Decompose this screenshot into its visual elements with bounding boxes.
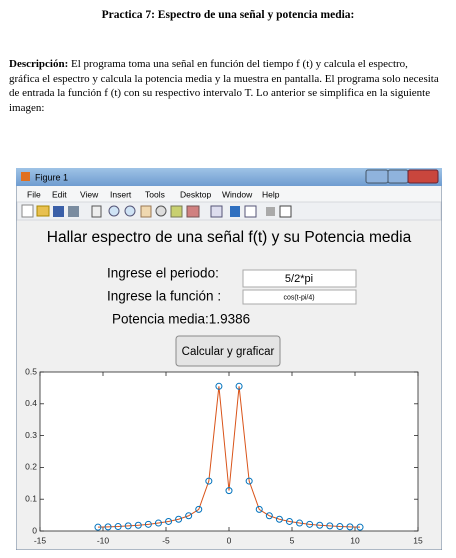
tool-icon[interactable]: [108, 205, 120, 217]
data-point: [336, 523, 344, 531]
tool-icon[interactable]: [266, 207, 275, 216]
data-point: [114, 523, 122, 531]
x-tick-label: -15: [34, 535, 47, 545]
menu-item[interactable]: Tools: [145, 189, 165, 199]
data-point: [326, 522, 334, 530]
x-tick-label: -5: [162, 535, 170, 545]
data-point: [255, 505, 263, 513]
data-point: [316, 521, 324, 529]
data-point: [104, 523, 112, 531]
menu-item[interactable]: Insert: [110, 189, 132, 199]
maximize-button[interactable]: [387, 169, 409, 184]
data-point: [356, 523, 364, 531]
y-tick-label: 0: [32, 525, 37, 535]
tool-icon[interactable]: [279, 205, 292, 218]
close-button[interactable]: [407, 169, 439, 184]
menu-bar: [17, 186, 441, 202]
data-point: [124, 522, 132, 530]
data-point: [235, 382, 243, 390]
data-point: [94, 523, 102, 531]
period-label: Ingrese el periodo:: [107, 266, 219, 281]
period-value: 5/2*pi: [285, 273, 313, 285]
x-tick-label: -10: [97, 535, 110, 545]
figure-window: Figure 1 Hallar espectro de una señal f(…: [16, 168, 442, 550]
window-title: Figure 1: [35, 172, 68, 182]
menu-item[interactable]: Edit: [52, 189, 67, 199]
window-icon: [21, 172, 30, 181]
menu-item[interactable]: View: [80, 189, 99, 199]
menu-item[interactable]: File: [27, 189, 41, 199]
button-label: Calcular y graficar: [182, 346, 275, 358]
data-point: [245, 477, 253, 485]
tool-icon[interactable]: [124, 205, 136, 217]
tool-icon[interactable]: [186, 205, 200, 218]
menu-item[interactable]: Desktop: [180, 189, 211, 199]
tool-icon[interactable]: [53, 206, 64, 217]
function-value: cos(t-pi/4): [283, 294, 314, 301]
y-tick-label: 0.2: [25, 462, 37, 472]
tool-icon[interactable]: [244, 205, 257, 218]
data-point: [154, 519, 162, 527]
data-point: [195, 505, 203, 513]
power-result: Potencia media:1.9386: [112, 312, 250, 327]
data-point: [175, 515, 183, 523]
menu-item[interactable]: Window: [222, 189, 253, 199]
title-bar: [16, 168, 442, 186]
minimize-button[interactable]: [365, 169, 389, 184]
description-label: Descripción:: [9, 58, 69, 70]
data-point: [215, 382, 223, 390]
data-point: [134, 521, 142, 529]
tool-icon[interactable]: [210, 205, 223, 218]
gui-title: Hallar espectro de una señal f(t) y su P…: [47, 229, 412, 246]
data-point: [225, 487, 233, 495]
y-tick-label: 0.3: [25, 430, 37, 440]
calculate-button[interactable]: [175, 335, 281, 367]
tool-icon[interactable]: [21, 204, 34, 218]
data-point: [275, 515, 283, 523]
plot-area: [39, 371, 419, 532]
period-input[interactable]: [242, 269, 357, 288]
menu-item[interactable]: Help: [262, 189, 280, 199]
toolbar: [16, 201, 442, 221]
data-point: [185, 512, 193, 520]
data-point: [265, 512, 273, 520]
tool-icon[interactable]: [140, 205, 152, 218]
x-tick-label: 0: [227, 535, 232, 545]
data-point: [285, 517, 293, 525]
toolbar-icons: [21, 204, 292, 218]
tool-icon[interactable]: [68, 206, 79, 217]
y-tick-label: 0.4: [25, 398, 37, 408]
x-tick-label: 10: [350, 535, 360, 545]
data-point: [165, 517, 173, 525]
y-tick-label: 0.5: [25, 366, 37, 376]
data-point: [346, 523, 354, 531]
data-point: [296, 519, 304, 527]
tool-icon[interactable]: [36, 205, 50, 217]
document-title: Practica 7: Espectro de una señal y pote…: [101, 9, 355, 21]
description-text: El programa toma una señal en función de…: [9, 58, 439, 114]
description: Descripción: El programa toma una señal …: [9, 57, 439, 115]
x-tick-label: 5: [290, 535, 295, 545]
tool-icon[interactable]: [230, 206, 240, 217]
tool-icon[interactable]: [155, 205, 167, 217]
data-point: [205, 477, 213, 485]
function-input[interactable]: [242, 289, 357, 305]
data-point: [144, 520, 152, 528]
tool-icon[interactable]: [91, 205, 102, 218]
function-label: Ingrese la función :: [107, 289, 221, 304]
y-tick-label: 0.1: [25, 493, 37, 503]
x-tick-label: 15: [413, 535, 423, 545]
data-point: [306, 520, 314, 528]
tool-icon[interactable]: [170, 205, 183, 218]
